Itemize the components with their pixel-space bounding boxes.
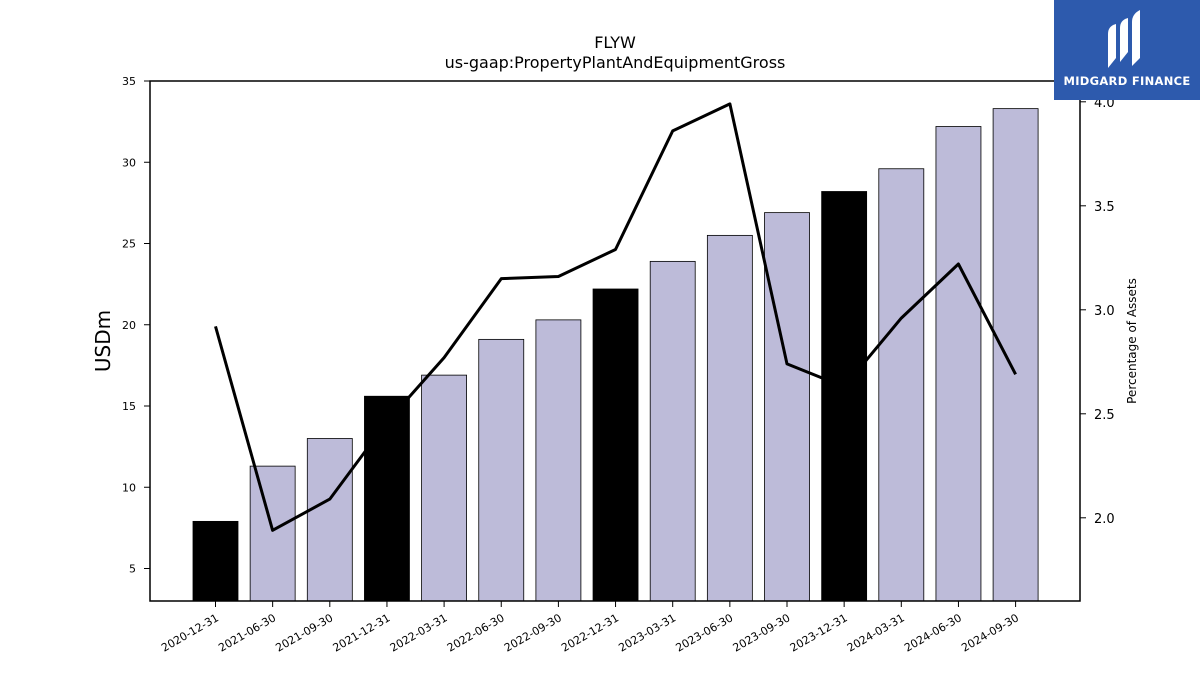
x-tick-label-2024-03-31: 2024-03-31 (845, 611, 907, 654)
bar-2023-09-30 (764, 212, 810, 602)
x-tick-label-2024-06-30: 2024-06-30 (902, 611, 964, 654)
bar-2023-06-30 (706, 234, 753, 602)
bar-2023-03-31 (649, 260, 696, 602)
y2-tick-label-2.5: 2.5 (1094, 408, 1115, 423)
y-axis-left: 5 10 15 20 25 30 35 (122, 75, 150, 576)
y-axis-right: 2.02.53.03.54.0 (1080, 96, 1115, 527)
plot-frame (149, 80, 1081, 602)
chart-title: FLYW (594, 33, 636, 52)
y-tick-label-35: 35 (122, 75, 136, 88)
chart-subtitle: us-gaap:PropertyPlantAndEquipmentGross (445, 53, 786, 72)
y-tick-label-20: 20 (122, 319, 136, 332)
bar-2022-09-30 (535, 319, 582, 602)
bar-2024-09-30 (992, 108, 1039, 602)
midgard-logo-icon (1108, 10, 1140, 68)
bar-2022-12-31 (592, 288, 639, 602)
y-tick-label-25: 25 (122, 238, 136, 251)
x-tick-label-2023-06-30: 2023-06-30 (673, 611, 735, 654)
x-tick-label-2022-09-30: 2022-09-30 (502, 611, 564, 654)
bar-2021-12-31 (364, 395, 410, 602)
y2-tick-label-3: 3.0 (1094, 304, 1115, 319)
y-tick-label-10: 10 (122, 481, 136, 494)
percentage-line (214, 102, 1017, 532)
bar-2022-03-31 (421, 374, 468, 602)
y-axis-label: USDm (91, 310, 115, 372)
x-tick-label-2021-12-31: 2021-12-31 (331, 611, 393, 654)
x-tick-label-2021-09-30: 2021-09-30 (273, 611, 335, 654)
bar-2022-06-30 (478, 338, 525, 602)
x-tick-label-2021-06-30: 2021-06-30 (216, 611, 278, 654)
y2-axis-label: Percentage of Assets (1125, 278, 1139, 404)
x-tick-label-2023-03-31: 2023-03-31 (616, 611, 678, 654)
bar-2020-12-31 (192, 520, 239, 602)
bar-2024-03-31 (878, 168, 925, 602)
bars-group (192, 108, 1039, 602)
bar-2023-12-31 (821, 191, 868, 602)
x-axis: 2020-12-312021-06-302021-09-302021-12-31… (159, 601, 1021, 655)
y-tick-label-15: 15 (122, 400, 136, 413)
x-tick-label-2022-12-31: 2022-12-31 (559, 611, 621, 654)
line-layer (214, 102, 1017, 532)
y-tick-label-5: 5 (129, 563, 136, 576)
bar-2021-06-30 (249, 465, 296, 602)
x-tick-label-2022-06-30: 2022-06-30 (445, 611, 507, 654)
y2-tick-label-2: 2.0 (1094, 512, 1115, 527)
x-tick-label-2022-03-31: 2022-03-31 (388, 611, 450, 654)
y-tick-label-30: 30 (122, 156, 136, 169)
x-tick-label-2023-12-31: 2023-12-31 (788, 611, 850, 654)
bar-2021-09-30 (306, 438, 353, 602)
brand-logo: MIDGARD FINANCE (1054, 0, 1200, 100)
bar-2024-06-30 (935, 126, 982, 602)
x-tick-label-2020-12-31: 2020-12-31 (159, 611, 221, 654)
brand-name: MIDGARD FINANCE (1063, 74, 1191, 88)
x-tick-label-2023-09-30: 2023-09-30 (731, 611, 793, 654)
x-tick-label-2024-09-30: 2024-09-30 (959, 611, 1021, 654)
y2-tick-label-3.5: 3.5 (1094, 200, 1115, 215)
